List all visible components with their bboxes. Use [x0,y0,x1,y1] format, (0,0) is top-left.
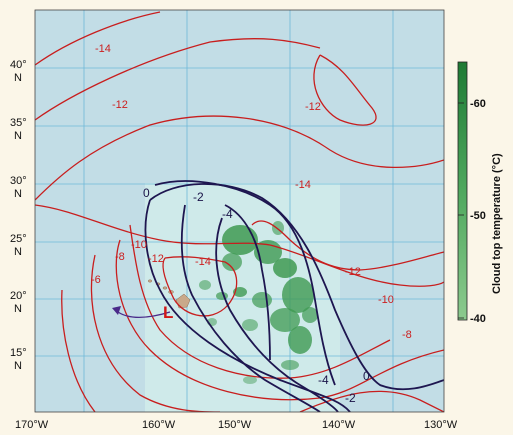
lon-tick-label: 130°W [424,419,458,431]
lat-tick-hemisphere: N [14,246,22,258]
lat-tick-label: 35° [10,117,27,129]
latitude-axis: 40° N 35° N 30° N 25° N 20° N 15° N [10,59,27,372]
colorbar-ramp [457,61,468,321]
lon-tick-label: 150°W [218,419,252,431]
contour-label-red: -14 [95,43,111,55]
contour-label-red: -12 [345,266,361,278]
contour-label-red: -10 [378,294,394,306]
contour-label-red: -8 [115,251,125,263]
lat-tick-label: 25° [10,233,27,245]
contour-label-red: -8 [402,329,412,341]
lon-tick-label: 160°W [142,419,176,431]
lat-tick-label: 40° [10,59,27,71]
contour-label-blue: 0 [363,369,370,383]
lat-tick-hemisphere: N [14,360,22,372]
lat-tick-label: 20° [10,290,27,302]
contour-label-red: -12 [305,101,321,113]
blue-contour-labels: 0 -2 -4 -4 -2 0 [143,186,370,405]
low-pressure-marker: L [163,303,173,322]
lon-tick-label: 140°W [322,419,356,431]
map-frame [34,9,445,413]
colorbar-title: Cloud top temperature (°C) [491,153,503,294]
contour-label-red: -14 [295,179,311,191]
colorbar-tick-label: -50 [470,210,486,222]
contour-label-blue: -4 [222,207,233,221]
lat-tick-hemisphere: N [14,130,22,142]
storm-track [112,306,171,318]
lon-tick-label: 170°W [15,419,49,431]
contour-label-red: -10 [131,239,147,251]
longitude-axis: 170°W 160°W 150°W 140°W 130°W [15,419,458,431]
lat-tick-hemisphere: N [14,72,22,84]
lat-tick-label: 15° [10,347,27,359]
lat-tick-hemisphere: N [14,303,22,315]
lat-tick-hemisphere: N [14,188,22,200]
contour-label-blue: -2 [345,391,356,405]
red-contours [35,11,444,412]
cloud-clusters [199,221,318,384]
contour-label-blue: -4 [318,373,329,387]
contour-label-red: -6 [91,274,101,286]
colorbar: -60 -50 -40 Cloud top temperature (°C) [457,61,503,325]
contour-label-red: -12 [112,99,128,111]
contour-label-red: -14 [195,256,211,268]
colorbar-tick-label: -40 [470,313,486,325]
contour-label-blue: -2 [193,190,204,204]
contour-label-red: -12 [148,253,164,265]
blue-contours [144,180,444,412]
lat-tick-label: 30° [10,175,27,187]
contour-label-blue: 0 [143,186,150,200]
red-contour-labels: -14 -12 -12 -14 -10 -12 -14 -8 -6 -12 -1… [91,43,412,341]
colorbar-tick-label: -60 [470,98,486,110]
